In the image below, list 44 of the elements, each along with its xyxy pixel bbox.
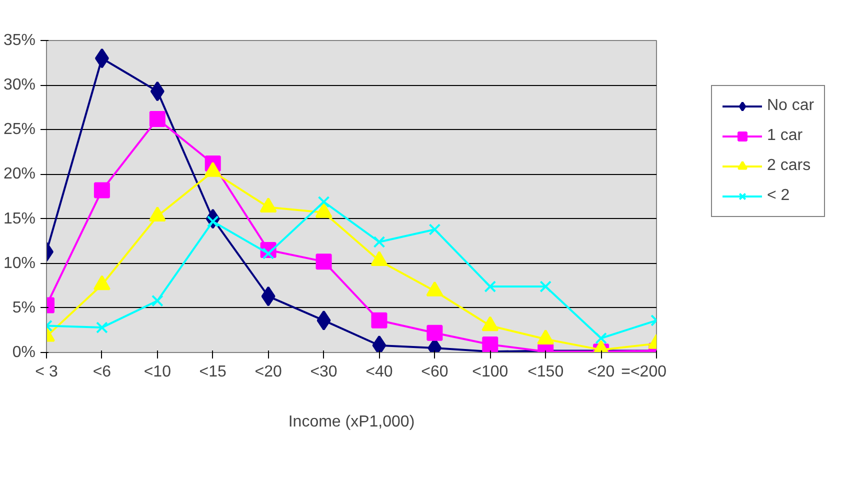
- point: [484, 280, 496, 292]
- point: [595, 332, 607, 344]
- x-tick-label: <40: [366, 364, 393, 380]
- x-tick-label: <30: [310, 364, 338, 380]
- x-tick-label: <10: [144, 364, 172, 380]
- legend-label: 1 car: [767, 127, 803, 145]
- legend-label: No car: [767, 97, 814, 115]
- x-axis-title: Income (xP1,000): [288, 414, 415, 430]
- point: [150, 81, 164, 102]
- x-tick-label: =<200: [621, 364, 667, 380]
- y-tick-label: 20%: [3, 166, 36, 183]
- point: [428, 224, 441, 236]
- y-tick-label: 15%: [3, 210, 36, 228]
- x-tick-label: <20: [254, 364, 282, 380]
- x-tick-label: < 3: [35, 364, 58, 380]
- point: [373, 236, 386, 248]
- y-tick-label: 10%: [3, 254, 36, 272]
- point: [316, 310, 331, 330]
- x-tick-label: <60: [421, 364, 448, 380]
- point: [96, 322, 108, 334]
- y-tick-label: 0%: [12, 344, 36, 361]
- x-tick-label: <150: [528, 364, 564, 380]
- point: [318, 196, 330, 208]
- y-tick-label: 25%: [3, 121, 36, 138]
- point: [482, 336, 498, 352]
- legend-label: < 2: [767, 187, 790, 205]
- legend-label: 2 cars: [767, 157, 811, 175]
- point: [261, 286, 276, 306]
- point: [316, 254, 332, 270]
- x-tick-label: <20: [587, 364, 615, 380]
- point: [540, 280, 552, 292]
- point: [151, 294, 164, 307]
- point: [94, 182, 110, 198]
- x-tick-label: <15: [199, 364, 227, 380]
- point: [372, 335, 386, 352]
- point: [371, 312, 388, 328]
- point: [149, 110, 166, 127]
- y-tick-label: 30%: [3, 76, 36, 94]
- point: [94, 48, 109, 68]
- y-tick-label: 35%: [3, 32, 36, 49]
- x-tick-label: <6: [92, 364, 112, 380]
- y-tick-label: 5%: [12, 299, 36, 316]
- point: [426, 324, 443, 341]
- x-tick-label: <100: [472, 364, 508, 380]
